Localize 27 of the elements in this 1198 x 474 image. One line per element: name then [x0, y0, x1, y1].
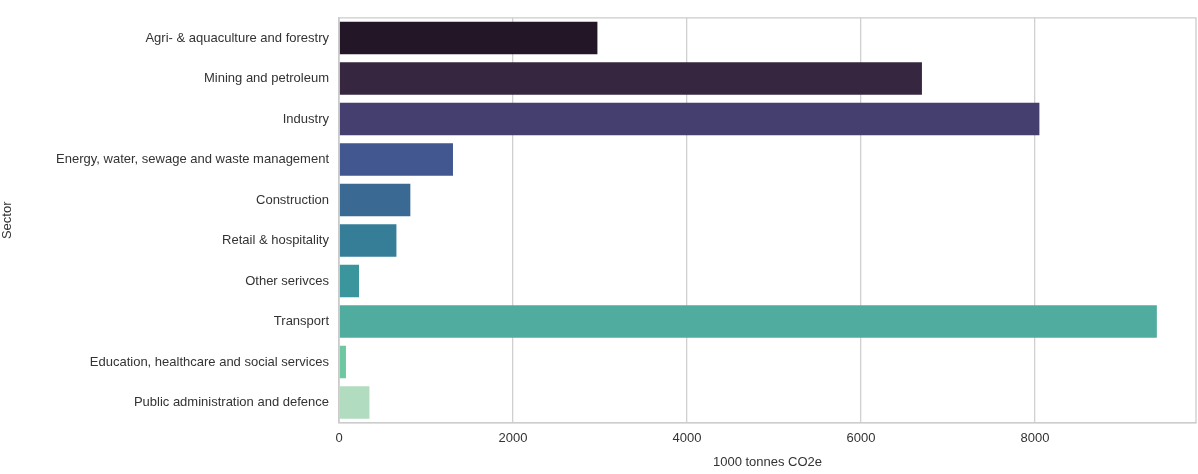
x-tick-label: 4000 — [672, 430, 702, 446]
y-tick-label: Public administration and defence — [133, 394, 329, 410]
y-tick-label: Other serivces — [245, 272, 330, 288]
bar — [339, 305, 1157, 338]
x-tick-label: 0 — [335, 430, 343, 446]
x-tick-label: 8000 — [1020, 430, 1050, 446]
x-tick-label: 2000 — [498, 430, 528, 446]
bar — [339, 386, 370, 419]
x-axis-title: 1000 tonnes CO2e — [712, 453, 823, 469]
bar — [339, 224, 397, 257]
bar — [339, 345, 346, 379]
y-tick-label: Transport — [273, 313, 330, 329]
y-tick-label: Energy, water, sewage and waste management — [56, 151, 330, 167]
x-tick-label: 6000 — [846, 430, 876, 446]
y-tick-label: Construction — [256, 191, 329, 207]
bar — [339, 102, 1040, 136]
bar — [339, 264, 360, 298]
bar — [339, 183, 411, 217]
y-tick-label: Agri- & aquaculture and forestry — [145, 29, 330, 45]
y-tick-label: Education, healthcare and social services — [89, 353, 330, 369]
bar — [339, 143, 453, 176]
y-tick-label: Mining and petroleum — [203, 70, 329, 86]
bar — [339, 21, 598, 55]
bar — [339, 62, 922, 95]
y-axis-title: Sector — [0, 200, 15, 240]
y-tick-label: Industry — [282, 110, 330, 126]
y-tick-label: Retail & hospitality — [222, 232, 330, 248]
